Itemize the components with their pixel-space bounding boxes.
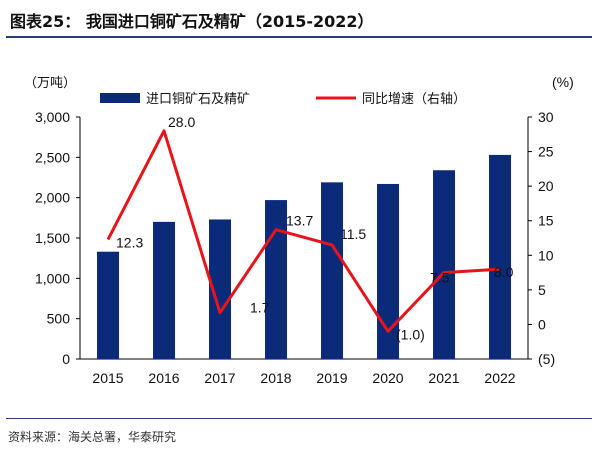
x-tick-label: 2017	[204, 370, 235, 386]
bar-2022	[489, 154, 511, 359]
left-tick-label: 500	[47, 311, 71, 327]
legend-bar-label: 进口铜矿石及精矿	[146, 92, 250, 107]
bar-2021	[433, 170, 455, 359]
x-tick-label: 2022	[484, 370, 515, 386]
line-data-label: (1.0)	[396, 326, 425, 342]
title-divider	[6, 36, 592, 38]
bar-2018	[265, 200, 287, 359]
growth-line	[106, 129, 501, 333]
left-axis-unit: （万吨）	[24, 76, 76, 91]
x-tick-label: 2018	[260, 370, 291, 386]
source-divider	[6, 418, 592, 419]
bar-2019	[321, 182, 343, 359]
legend-line-label: 同比增速（右轴）	[362, 92, 466, 107]
right-tick-label: 10	[538, 247, 554, 263]
combo-chart: 0 500 1,000 1,500 2,000 2,500 3,000 (5) 0 5 10 15 20…	[24, 74, 574, 386]
right-tick-label: 0	[538, 316, 546, 332]
right-tick-label: 20	[538, 178, 554, 194]
x-tick-label: 2019	[316, 370, 347, 386]
chart-container: 0 500 1,000 1,500 2,000 2,500 3,000 (5) 0 5 10 15 20…	[0, 40, 598, 410]
source-note: 资料来源：海关总署，华泰研究	[8, 430, 177, 444]
right-axis-unit: (%)	[552, 74, 574, 90]
bar-2016	[153, 221, 175, 359]
line-data-label: 11.5	[340, 226, 366, 242]
left-tick-label: 3,000	[35, 109, 70, 125]
figure-title: 图表25： 我国进口铜矿石及精矿（2015-2022）	[10, 12, 374, 31]
x-tick-label: 2015	[92, 370, 123, 386]
legend-bar-swatch	[100, 93, 140, 103]
line-data-label: 8.0	[494, 264, 514, 280]
left-tick-label: 2,000	[35, 190, 70, 206]
left-tick-label: 1,500	[35, 230, 70, 246]
x-tick-label: 2021	[428, 370, 459, 386]
left-tick-label: 2,500	[35, 149, 70, 165]
x-tick-label: 2016	[148, 370, 179, 386]
right-tick-label: 15	[538, 213, 554, 229]
line-data-label: 7.5	[430, 270, 450, 286]
left-tick-label: 0	[62, 351, 70, 367]
x-tick-label: 2020	[372, 370, 403, 386]
line-data-label: 1.7	[250, 300, 270, 316]
line-data-label: 12.3	[116, 234, 143, 250]
left-tick-label: 1,000	[35, 270, 70, 286]
right-tick-label: 5	[538, 282, 546, 298]
right-tick-label: 25	[538, 144, 554, 160]
right-tick-label: 30	[538, 109, 554, 125]
line-data-label: 28.0	[168, 114, 195, 130]
figure-title-row: 图表25： 我国进口铜矿石及精矿（2015-2022）	[6, 6, 592, 32]
line-data-label: 13.7	[286, 213, 313, 229]
bar-2015	[97, 251, 119, 359]
bar-2020	[377, 183, 399, 359]
right-tick-label: (5)	[538, 351, 555, 367]
bar-2017	[209, 219, 231, 359]
